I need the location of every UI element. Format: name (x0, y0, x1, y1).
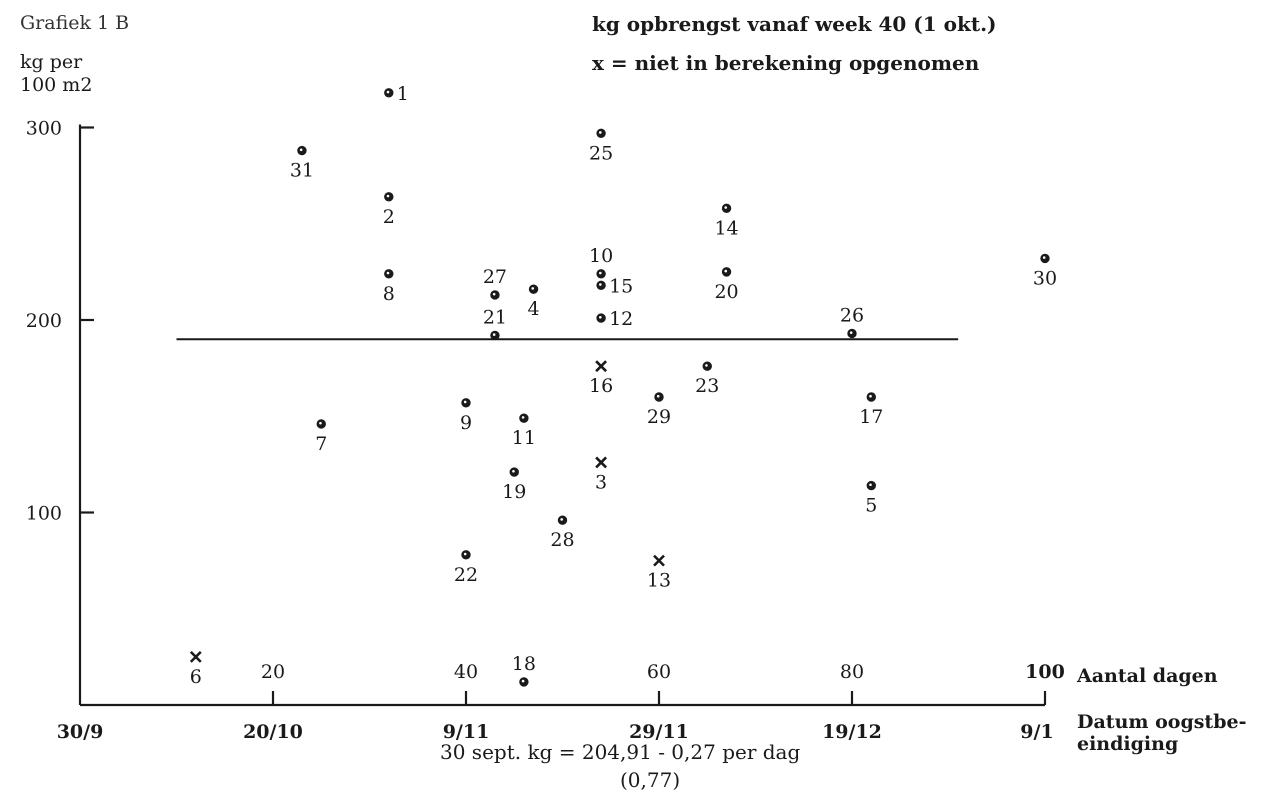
point-label-21: 21 (483, 306, 507, 328)
point-label-13: 13 (647, 570, 671, 592)
regression-r-value: (0,77) (620, 768, 681, 792)
point-label-3: 3 (595, 471, 607, 493)
y-tick-label-200: 200 (26, 310, 62, 332)
x-tick-label-date-9-11: 9/11 (443, 721, 490, 743)
x-axis-title-date: Datum oogstbe-eindiging (1077, 711, 1257, 756)
point-label-9: 9 (460, 412, 472, 434)
point-label-2: 2 (383, 206, 395, 228)
point-marker-highlight-27 (492, 292, 496, 296)
point-label-11: 11 (512, 427, 536, 449)
x-tick-label-date-19-12: 19/12 (822, 721, 882, 743)
x-tick-label-days-20: 20 (261, 661, 285, 683)
point-label-1: 1 (397, 83, 409, 105)
x-tick-label-days-40: 40 (454, 661, 478, 683)
point-label-4: 4 (528, 298, 540, 320)
point-label-12: 12 (609, 308, 633, 330)
point-marker-highlight-21 (492, 333, 496, 336)
figure-label: Grafiek 1 B (20, 12, 130, 34)
x-tick-label-date-30-9: 30/9 (57, 721, 104, 743)
point-label-10: 10 (589, 245, 613, 267)
point-marker-highlight-14 (724, 206, 728, 209)
y-tick-label-100: 100 (26, 503, 62, 525)
point-marker-highlight-8 (386, 271, 390, 275)
point-label-30: 30 (1033, 267, 1057, 289)
point-marker-highlight-18 (521, 679, 525, 683)
point-marker-highlight-28 (560, 518, 563, 521)
point-marker-x-13 (653, 554, 665, 567)
point-label-28: 28 (550, 529, 574, 551)
point-label-8: 8 (383, 283, 395, 305)
point-marker-x-3 (595, 456, 608, 469)
point-label-23: 23 (695, 375, 719, 397)
point-marker-highlight-29 (656, 394, 660, 398)
point-label-6: 6 (190, 666, 202, 688)
point-marker-highlight-10 (599, 271, 602, 275)
point-label-19: 19 (502, 481, 526, 503)
y-tick-label-300: 300 (26, 118, 62, 140)
x-axis-title-date-text: Datum oogstbe-eindiging (1077, 711, 1247, 755)
point-label-22: 22 (454, 564, 478, 586)
x-axis-title-days: Aantal dagen (1077, 665, 1218, 687)
chart-title: kg opbrengst vanaf week 40 (1 okt.) (592, 12, 997, 36)
regression-formula: 30 sept. kg = 204,91 - 0,27 per dag (440, 740, 801, 764)
point-label-29: 29 (647, 406, 671, 428)
point-marker-x-16 (595, 360, 608, 373)
point-label-15: 15 (609, 275, 633, 297)
point-label-14: 14 (714, 217, 738, 239)
point-marker-highlight-4 (531, 287, 535, 290)
point-marker-highlight-30 (1042, 256, 1046, 259)
legend-note: x = niet in berekening opgenomen (592, 51, 980, 75)
point-marker-highlight-17 (869, 394, 872, 398)
point-label-20: 20 (714, 281, 738, 303)
point-label-31: 31 (290, 160, 314, 182)
y-axis-unit-line2: 100 m2 (20, 74, 93, 96)
point-marker-highlight-31 (299, 148, 303, 152)
x-tick-label-days-60: 60 (647, 661, 671, 683)
point-label-27: 27 (483, 266, 507, 288)
point-label-17: 17 (859, 406, 883, 428)
point-marker-highlight-2 (386, 194, 390, 198)
point-label-18: 18 (512, 653, 536, 675)
point-label-16: 16 (589, 375, 613, 397)
point-marker-highlight-23 (705, 364, 708, 367)
x-tick-label-date-9-1: 9/1 (1020, 721, 1053, 743)
point-marker-highlight-20 (724, 269, 728, 273)
point-marker-x-6 (189, 650, 202, 663)
point-marker-highlight-9 (463, 400, 467, 404)
point-marker-highlight-26 (849, 331, 853, 334)
y-axis-unit-line1: kg per (20, 51, 83, 73)
point-label-26: 26 (840, 304, 864, 326)
point-marker-highlight-7 (319, 421, 322, 425)
point-marker-highlight-12 (599, 315, 602, 319)
point-label-5: 5 (865, 495, 877, 517)
x-tick-label-days-100: 100 (1025, 661, 1065, 683)
point-marker-highlight-15 (599, 283, 602, 286)
point-marker-highlight-19 (512, 469, 515, 473)
point-label-25: 25 (589, 142, 613, 164)
point-marker-highlight-22 (463, 552, 467, 556)
x-tick-label-date-29-11: 29/11 (629, 721, 689, 743)
point-marker-highlight-25 (599, 131, 602, 134)
point-marker-highlight-1 (386, 90, 390, 94)
x-tick-label-date-20-10: 20/10 (243, 721, 303, 743)
point-marker-highlight-11 (521, 416, 525, 419)
point-marker-highlight-5 (869, 483, 872, 487)
point-label-7: 7 (315, 433, 327, 455)
x-tick-label-days-80: 80 (840, 661, 864, 683)
